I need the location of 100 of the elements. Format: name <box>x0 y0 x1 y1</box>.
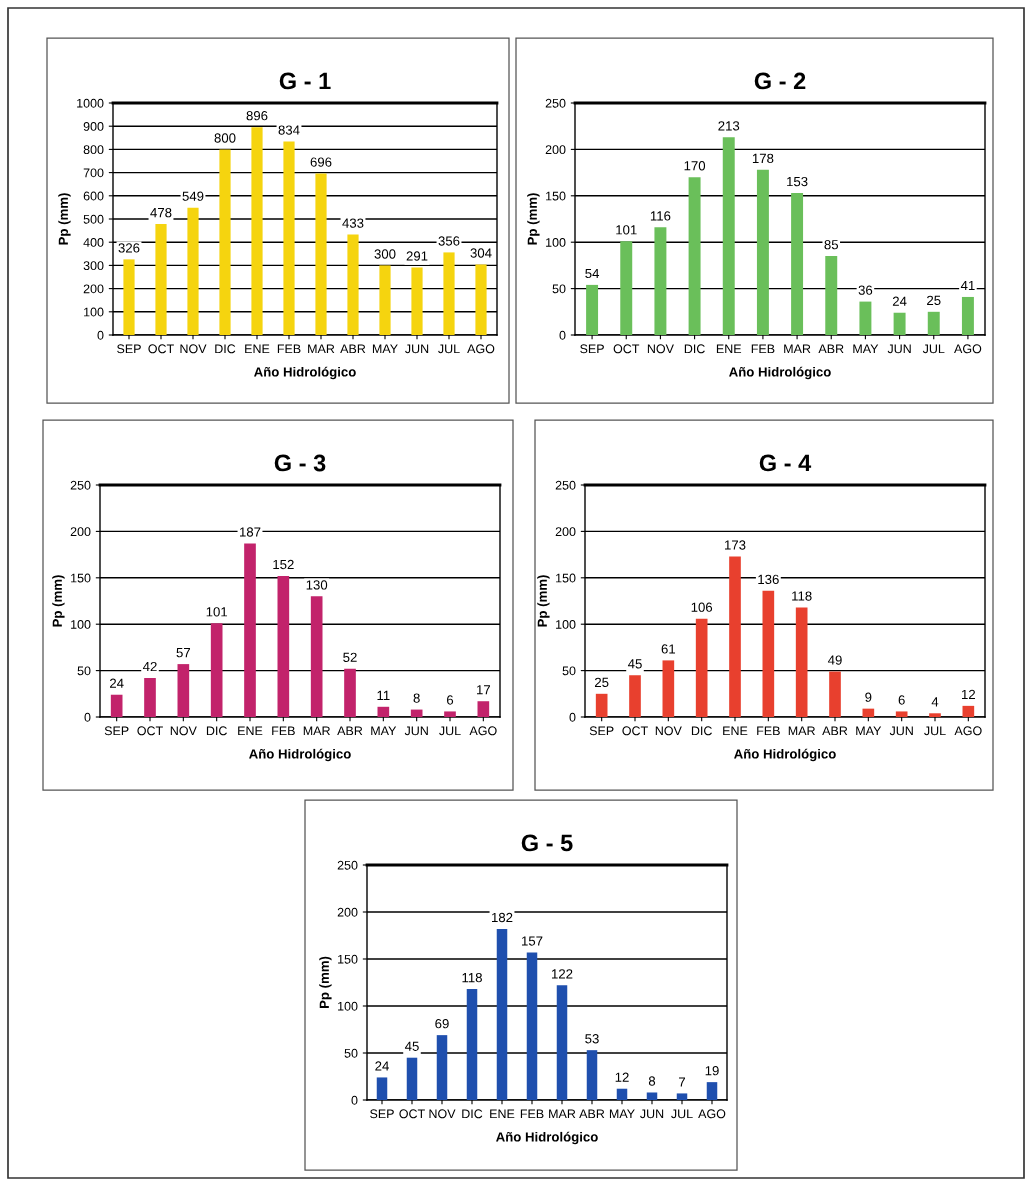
x-tick-label: JUL <box>922 344 945 354</box>
x-tick-label: OCT <box>613 344 640 354</box>
data-label: 6 <box>447 695 454 705</box>
x-tick-label: ABR <box>337 726 363 736</box>
x-tick-label: JUN <box>405 344 429 354</box>
data-label: 433 <box>342 218 364 228</box>
data-label: 12 <box>962 689 976 699</box>
data-label: 52 <box>343 652 357 662</box>
bar <box>825 256 838 335</box>
x-tick-label: NOV <box>429 1109 456 1119</box>
x-tick-label: DIC <box>215 344 236 354</box>
y-tick-label: 400 <box>83 238 104 247</box>
data-label: 300 <box>374 249 396 259</box>
x-axis-title: Año Hidrológico <box>249 748 351 762</box>
bar <box>688 177 701 335</box>
data-label: 291 <box>406 251 428 261</box>
data-label: 178 <box>752 153 774 164</box>
x-tick-label: MAR <box>303 726 330 736</box>
data-label: 11 <box>377 690 390 700</box>
bar <box>859 301 872 335</box>
x-tick-label: ABR <box>822 726 848 736</box>
y-tick-label: 100 <box>84 307 104 317</box>
data-label: 213 <box>718 121 740 131</box>
bar <box>144 678 156 717</box>
bar <box>210 623 223 717</box>
data-label: 6 <box>898 695 905 705</box>
data-label: 356 <box>438 236 460 246</box>
x-axis-title: Año Hidrológico <box>734 748 836 762</box>
x-tick-label: FEB <box>751 344 775 354</box>
bar <box>376 1077 388 1100</box>
x-tick-label: ENE <box>238 726 263 736</box>
x-tick-label: JUL <box>924 726 946 736</box>
data-label: 42 <box>142 661 157 672</box>
x-tick-label: SEP <box>117 344 141 354</box>
x-tick-label: NOV <box>170 726 197 736</box>
x-axis-title: Año Hidrológico <box>729 366 831 380</box>
bar <box>155 224 167 335</box>
bar <box>629 675 641 717</box>
chart-title: G - 5 <box>521 834 573 852</box>
x-tick-label: ENE <box>245 344 270 354</box>
bar <box>315 173 327 335</box>
bar <box>411 267 423 335</box>
data-label: 24 <box>109 678 124 688</box>
data-label: 7 <box>679 1077 686 1087</box>
data-label: 49 <box>827 655 842 665</box>
x-tick-label: MAY <box>853 344 879 354</box>
x-tick-label: FEB <box>520 1109 544 1119</box>
bar <box>379 265 391 335</box>
bar <box>444 711 456 717</box>
bar <box>477 701 490 717</box>
data-label: 182 <box>492 912 513 923</box>
x-tick-label: AGO <box>469 726 497 736</box>
x-tick-label: MAY <box>371 726 397 736</box>
x-tick-label: AGO <box>698 1109 726 1119</box>
y-tick-label: 100 <box>71 620 91 629</box>
y-tick-label: 0 <box>351 1095 358 1105</box>
y-tick-label: 200 <box>337 907 358 917</box>
x-tick-label: NOV <box>647 344 674 354</box>
bar <box>347 234 359 335</box>
bar <box>654 227 667 335</box>
y-tick-label: 200 <box>555 527 576 537</box>
data-label: 136 <box>758 574 779 585</box>
bar <box>729 556 741 717</box>
x-tick-label: OCT <box>622 726 648 736</box>
data-label: 45 <box>404 1041 419 1051</box>
bar <box>695 618 708 717</box>
data-label: 116 <box>650 211 671 221</box>
data-label: 4 <box>931 697 939 707</box>
data-label: 187 <box>240 527 261 537</box>
bar <box>706 1082 718 1100</box>
y-tick-label: 0 <box>559 330 566 340</box>
x-tick-label: SEP <box>104 726 129 736</box>
y-tick-label: 50 <box>344 1048 358 1058</box>
data-label: 57 <box>176 648 191 658</box>
x-tick-label: OCT <box>399 1109 425 1119</box>
data-label: 106 <box>691 602 713 612</box>
y-tick-label: 100 <box>338 1001 358 1011</box>
data-label: 101 <box>616 225 637 235</box>
data-label: 24 <box>375 1061 389 1071</box>
x-tick-label: DIC <box>206 726 227 736</box>
bar <box>929 713 941 717</box>
data-label: 834 <box>278 125 300 135</box>
bar <box>187 207 199 335</box>
bar <box>123 259 135 335</box>
chart-title: G - 2 <box>754 72 806 90</box>
bar <box>895 711 908 717</box>
y-tick-label: 150 <box>71 573 91 583</box>
x-tick-label: MAR <box>788 726 815 736</box>
data-label: 549 <box>182 191 204 201</box>
data-label: 45 <box>627 659 642 669</box>
x-tick-label: DIC <box>684 344 705 354</box>
y-tick-label: 250 <box>545 98 566 108</box>
y-tick-label: 100 <box>556 620 576 629</box>
y-tick-label: 50 <box>562 666 576 676</box>
x-tick-label: MAY <box>609 1109 635 1119</box>
x-tick-label: ABR <box>340 344 366 354</box>
x-axis-title: Año Hidrológico <box>496 1131 598 1145</box>
bar <box>443 252 455 335</box>
x-tick-label: NOV <box>180 344 207 354</box>
data-label: 304 <box>470 248 492 258</box>
